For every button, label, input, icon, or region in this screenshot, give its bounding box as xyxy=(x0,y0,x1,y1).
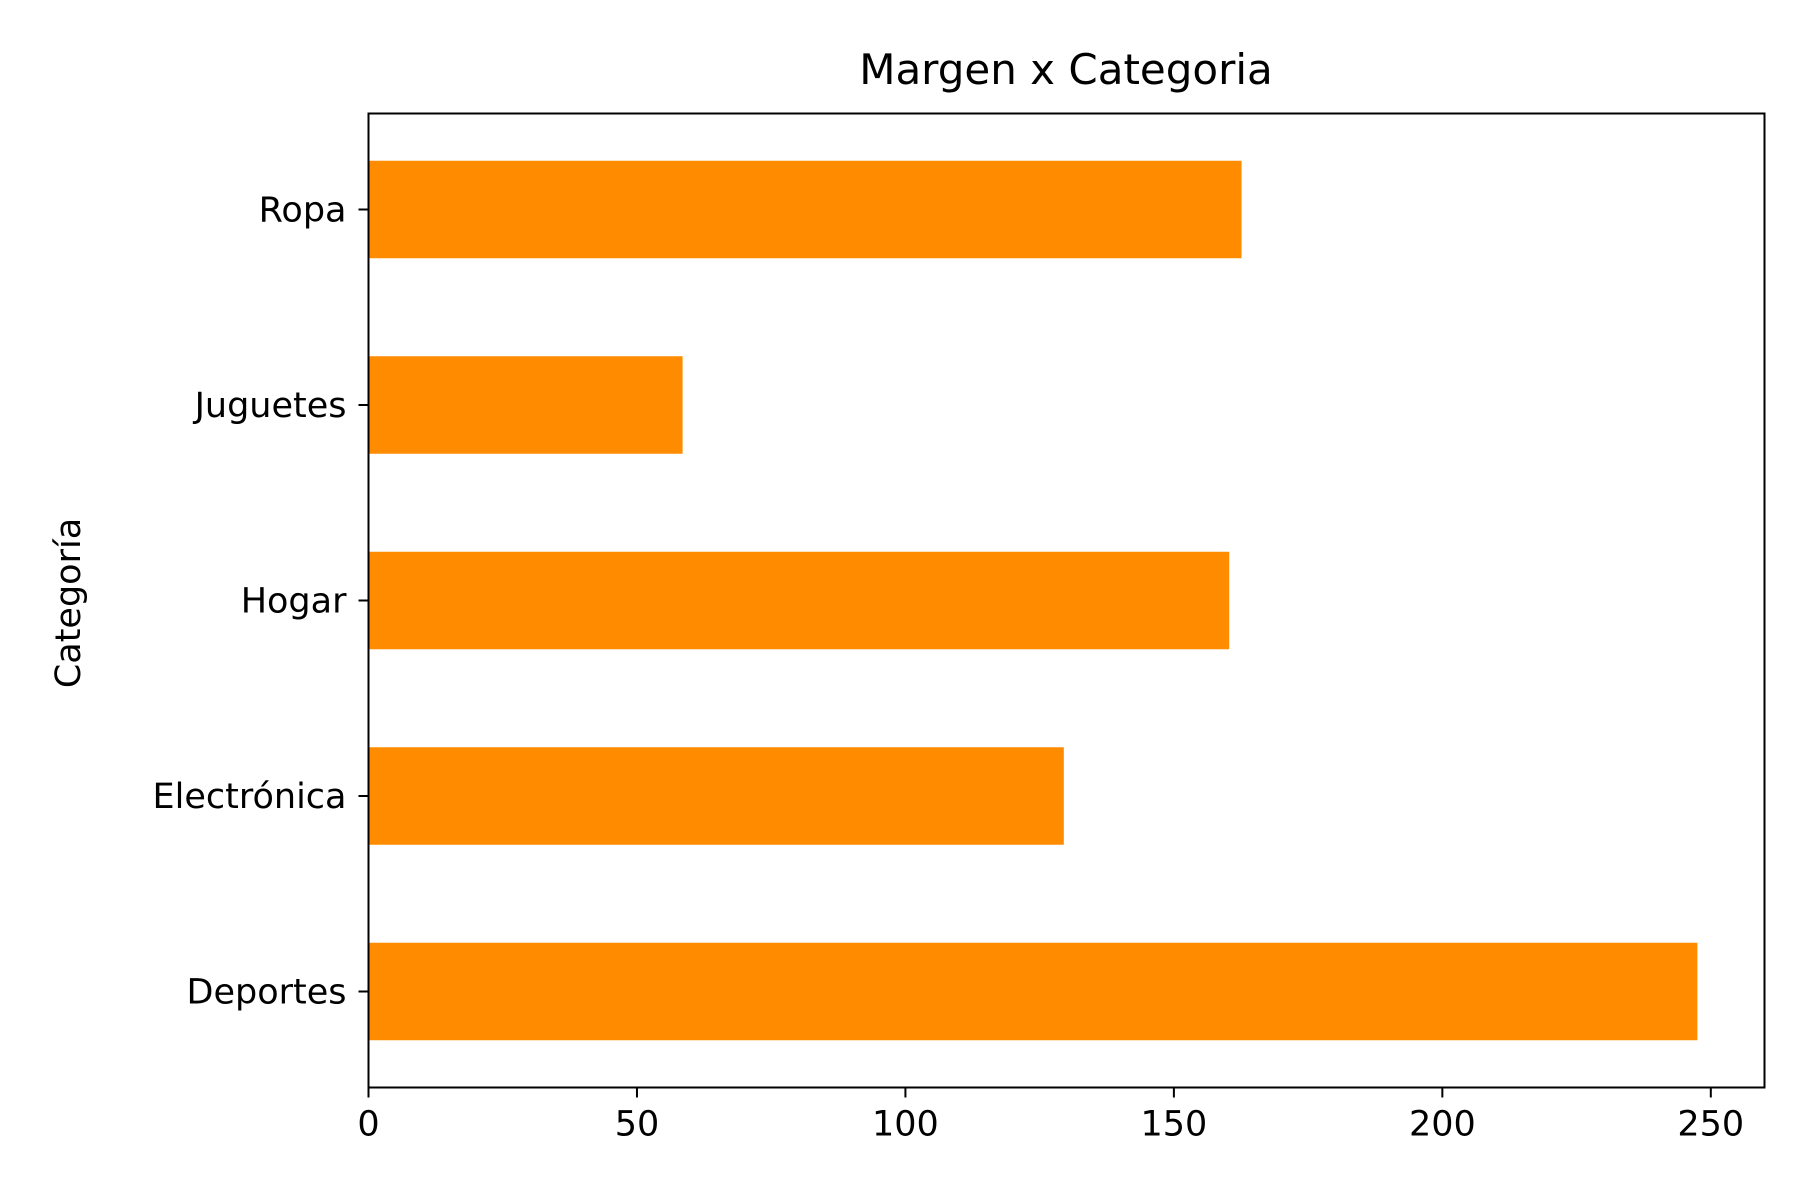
x-tick-label: 150 xyxy=(1140,1105,1207,1145)
y-tick-label: Deportes xyxy=(187,973,347,1013)
x-tick-label: 100 xyxy=(872,1105,939,1145)
y-tick-label: Hogar xyxy=(241,582,347,622)
plot-frame xyxy=(367,112,1766,1089)
chart-title: Margen x Categoria xyxy=(859,45,1273,94)
bar-deportes xyxy=(368,942,1698,1041)
x-tick-label: 200 xyxy=(1409,1105,1476,1145)
x-ticks-group: 0 50 100 150 200 250 xyxy=(357,1087,1744,1145)
y-tick-label: Electrónica xyxy=(153,777,347,817)
y-ticks-group: Deportes Electrónica Hogar Juguetes Ropa xyxy=(153,191,369,1013)
bars-group xyxy=(368,160,1698,1041)
bar-electrónica xyxy=(368,747,1064,845)
y-axis-label: Categoría xyxy=(49,518,89,688)
y-tick-label: Ropa xyxy=(259,191,347,231)
x-tick-label: 0 xyxy=(357,1105,379,1145)
bar-hogar xyxy=(368,551,1230,650)
x-tick-label: 50 xyxy=(615,1105,660,1145)
x-tick-label: 250 xyxy=(1677,1105,1744,1145)
y-tick-label: Juguetes xyxy=(193,386,347,426)
bar-juguetes xyxy=(368,356,683,454)
bar-ropa xyxy=(368,160,1242,259)
